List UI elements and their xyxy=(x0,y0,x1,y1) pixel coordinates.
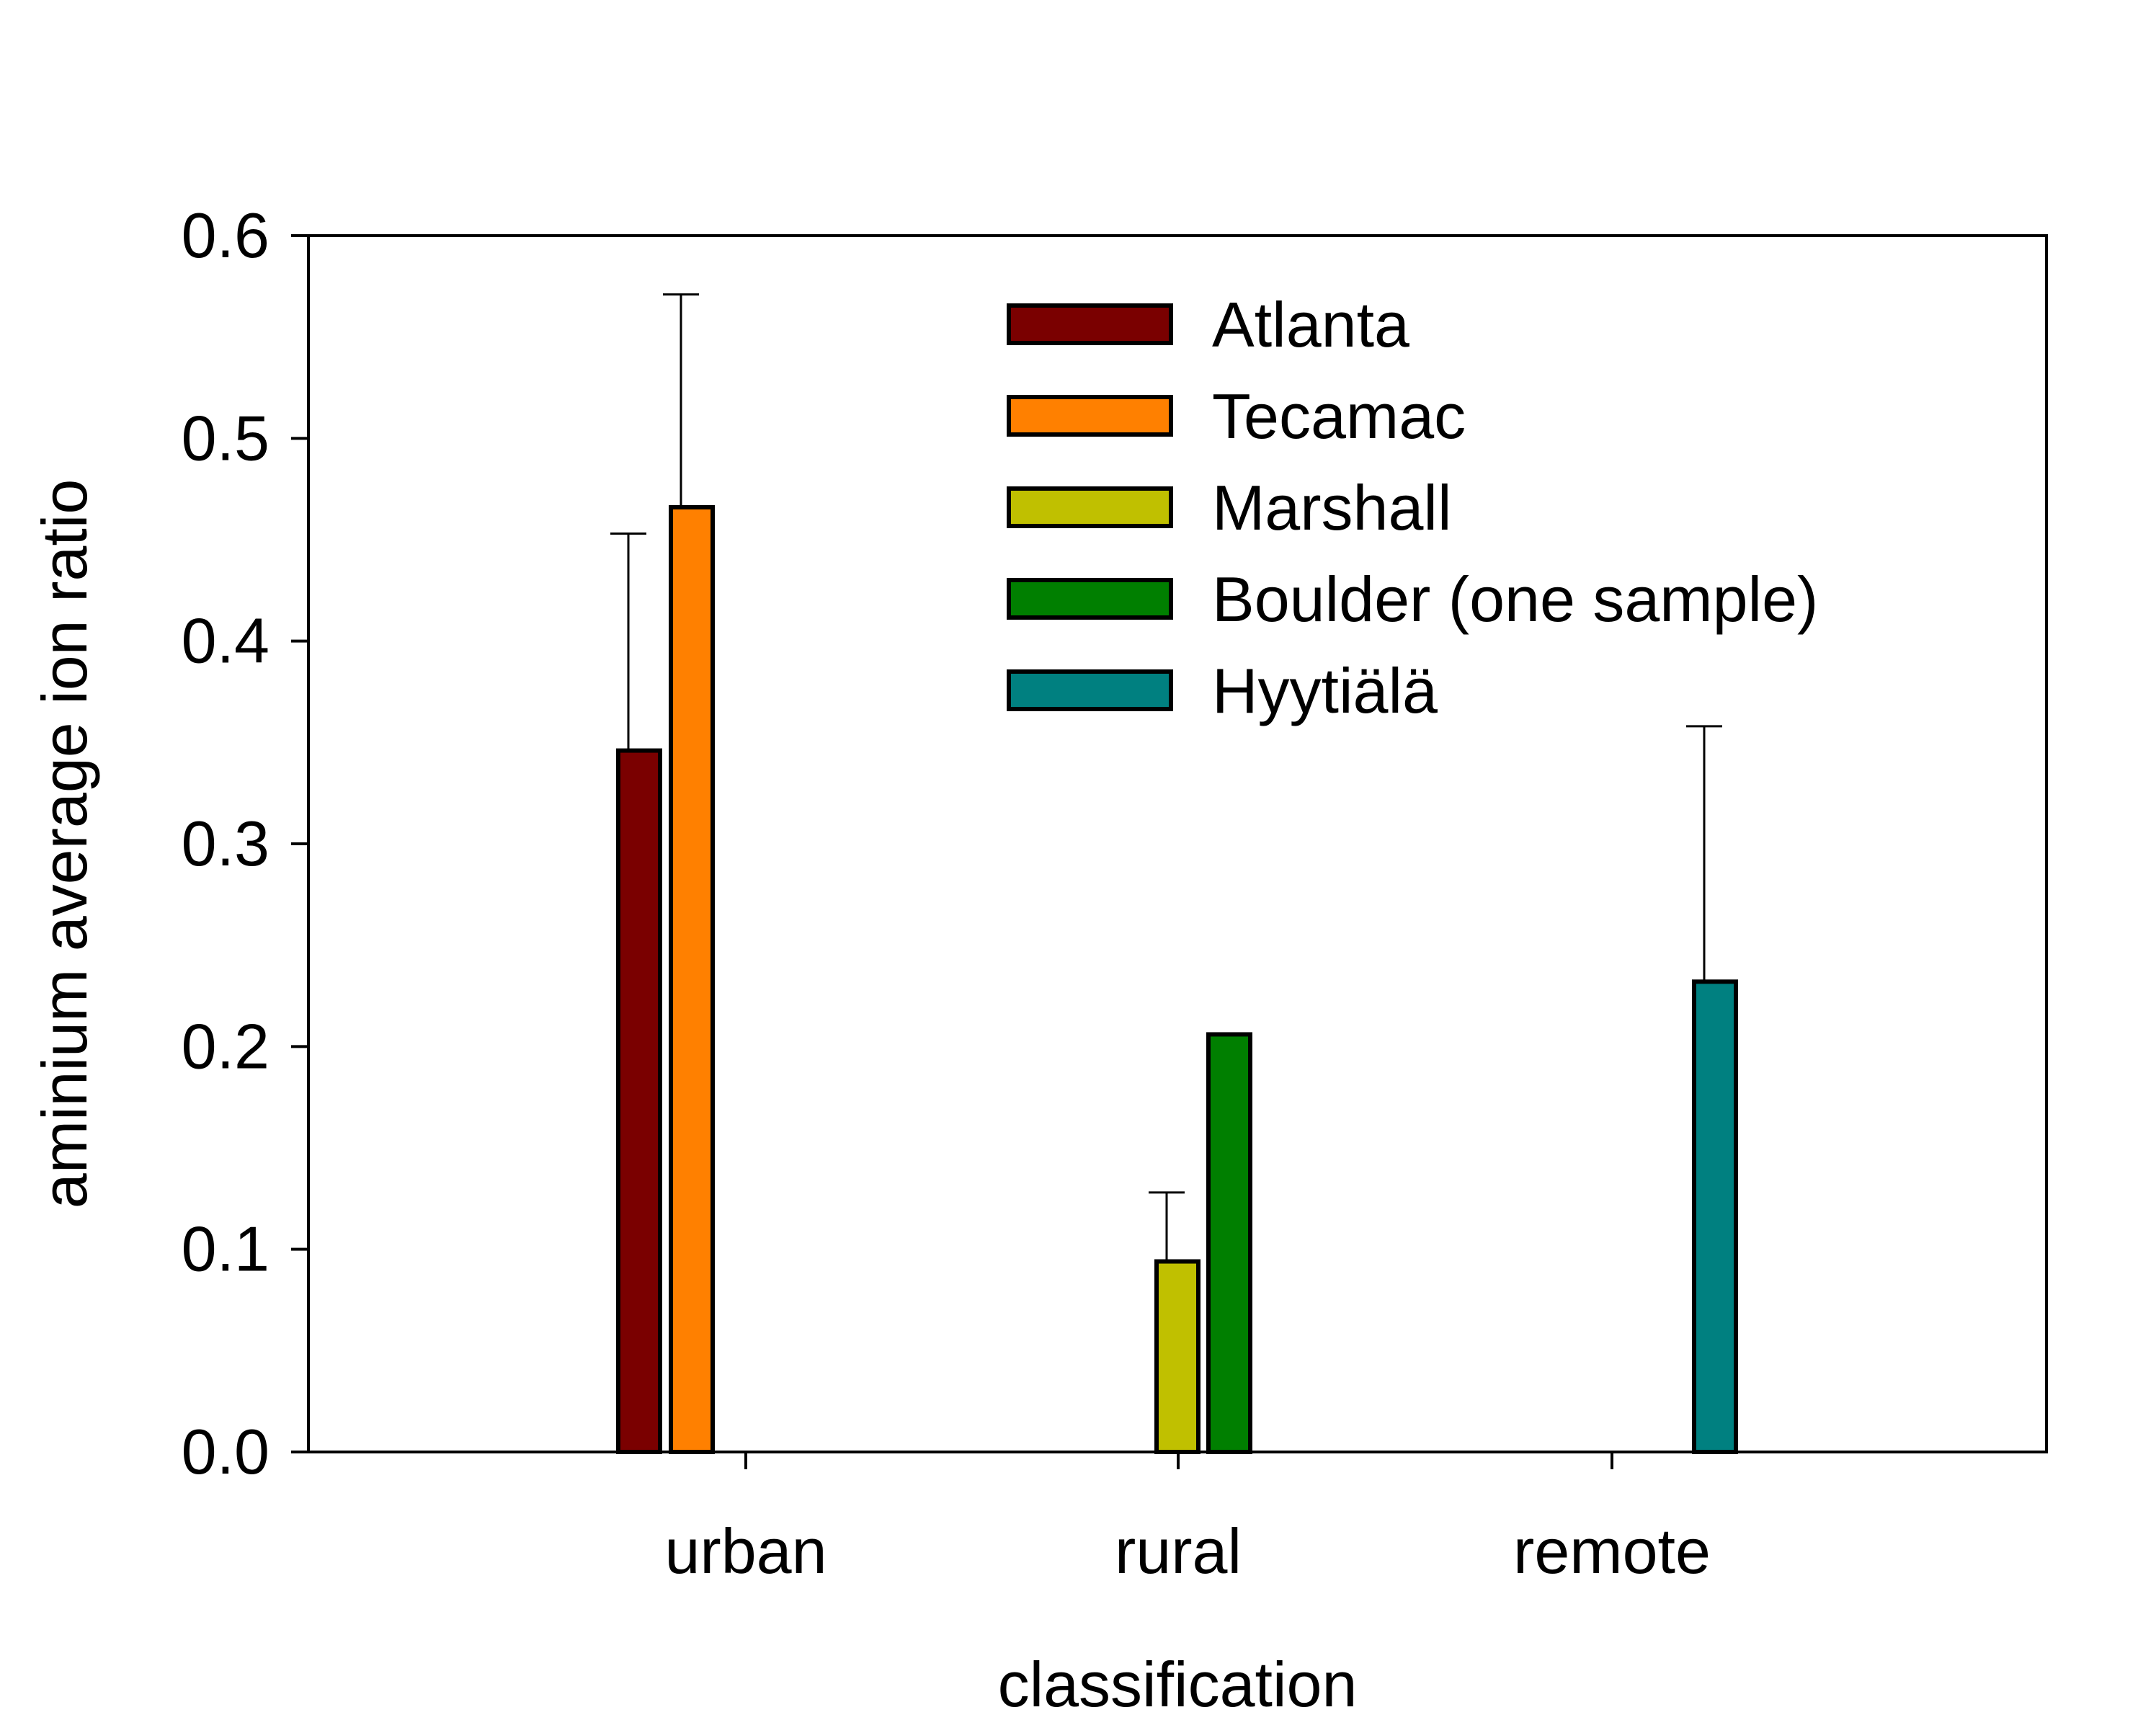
y-tick-label: 0.0 xyxy=(182,1416,270,1487)
legend-swatch xyxy=(1007,395,1173,437)
legend-swatch xyxy=(1007,486,1173,528)
x-tick-label-urban: urban xyxy=(664,1515,827,1587)
legend-label: Atlanta xyxy=(1212,289,1409,360)
legend-label: Boulder (one sample) xyxy=(1212,563,1818,635)
y-tick-label: 0.1 xyxy=(182,1213,270,1285)
y-tick-label: 0.5 xyxy=(182,402,270,473)
y-axis: 0.0 0.1 0.2 0.3 0.4 0.5 0.6 xyxy=(182,200,308,1487)
y-tick-label: 0.2 xyxy=(182,1010,270,1082)
bar-marshall xyxy=(1154,1259,1200,1454)
y-tick-label: 0.6 xyxy=(182,200,270,271)
error-bars-layer xyxy=(610,293,1722,1262)
y-tick-label: 0.4 xyxy=(182,605,270,677)
bar-tecamac xyxy=(669,504,715,1454)
x-axis: urban rural remote xyxy=(664,1452,1711,1587)
bar-atlanta xyxy=(616,748,662,1454)
y-tick-label: 0.3 xyxy=(182,808,270,879)
x-tick-label-rural: rural xyxy=(1115,1515,1242,1587)
bar-boulder-one-sample xyxy=(1206,1032,1252,1455)
legend-label: Marshall xyxy=(1212,472,1452,543)
bar-hyyti-l xyxy=(1692,979,1738,1454)
legend-label: Hyytiälä xyxy=(1212,655,1438,726)
legend-swatch xyxy=(1007,669,1173,711)
bars-layer xyxy=(616,504,1738,1455)
x-tick-label-remote: remote xyxy=(1513,1515,1711,1587)
legend-swatch xyxy=(1007,578,1173,620)
legend-label: Tecamac xyxy=(1212,380,1466,452)
legend-swatch xyxy=(1007,303,1173,345)
y-axis-title: aminium average ion ratio xyxy=(29,479,100,1209)
x-axis-title: classification xyxy=(998,1649,1358,1720)
legend: Atlanta Tecamac Marshall Boulder (one sampl… xyxy=(1007,289,1818,726)
